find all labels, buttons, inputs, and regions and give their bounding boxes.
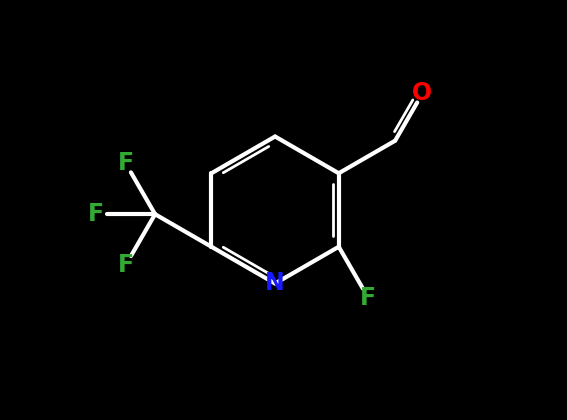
Text: F: F bbox=[360, 286, 376, 310]
Text: F: F bbox=[117, 151, 134, 175]
Text: O: O bbox=[412, 81, 433, 105]
Text: F: F bbox=[88, 202, 104, 226]
Text: F: F bbox=[117, 253, 134, 277]
Text: N: N bbox=[265, 271, 285, 296]
